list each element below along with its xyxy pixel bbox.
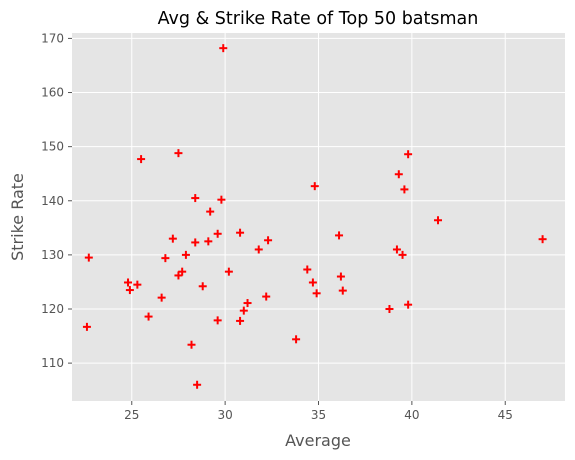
data-point-marker — [206, 207, 215, 216]
data-point-marker — [82, 322, 91, 331]
y-axis-label: Strike Rate — [8, 173, 27, 261]
data-point-marker — [254, 245, 263, 254]
data-point-marker — [338, 286, 347, 295]
data-point-marker — [392, 245, 401, 254]
y-tick-label: 160 — [41, 86, 64, 100]
data-point-marker — [219, 44, 228, 53]
data-point-marker — [538, 235, 547, 244]
y-axis-ticks: 110 120 130 140 150 160 170 — [41, 31, 72, 370]
x-axis-label: Average — [285, 431, 351, 450]
data-point-marker — [174, 271, 183, 280]
data-point-marker — [191, 238, 200, 247]
data-point-marker — [213, 229, 222, 238]
data-point-marker — [394, 170, 403, 179]
data-point-marker — [310, 182, 319, 191]
data-point-marker — [404, 300, 413, 309]
x-tick-label: 45 — [498, 408, 513, 422]
data-point-marker — [84, 253, 93, 262]
data-point-marker — [262, 292, 271, 301]
x-axis-ticks: 25 30 35 40 45 — [124, 401, 513, 422]
data-point-marker — [198, 282, 207, 291]
data-point-marker — [204, 237, 213, 246]
data-point-marker — [292, 335, 301, 344]
data-point-marker — [308, 278, 317, 287]
y-tick-label: 120 — [41, 302, 64, 316]
data-point-marker — [404, 150, 413, 159]
chart-title: Avg & Strike Rate of Top 50 batsman — [158, 9, 479, 29]
data-point-marker — [161, 254, 170, 263]
data-point-marker — [336, 272, 345, 281]
x-tick-label: 30 — [217, 408, 232, 422]
data-point-marker — [400, 185, 409, 194]
y-tick-label: 140 — [41, 194, 64, 208]
y-tick-label: 130 — [41, 248, 64, 262]
data-point-marker — [178, 267, 187, 276]
data-point-marker — [335, 231, 344, 240]
data-point-marker — [125, 286, 134, 295]
y-tick-label: 110 — [41, 356, 64, 370]
data-point-marker — [133, 280, 142, 289]
data-point-marker — [236, 228, 245, 237]
data-point-marker — [124, 278, 133, 287]
x-tick-label: 40 — [404, 408, 419, 422]
x-tick-label: 35 — [311, 408, 326, 422]
data-point-marker — [187, 340, 196, 349]
data-point-marker — [181, 250, 190, 259]
y-tick-label: 150 — [41, 140, 64, 154]
data-point-marker — [236, 316, 245, 325]
data-point-marker — [213, 316, 222, 325]
data-points — [82, 44, 547, 389]
data-point-marker — [224, 267, 233, 276]
data-point-marker — [217, 195, 226, 204]
data-point-marker — [243, 299, 252, 308]
data-point-marker — [168, 234, 177, 243]
data-point-marker — [157, 293, 166, 302]
data-point-marker — [137, 155, 146, 164]
data-point-marker — [239, 306, 248, 315]
x-tick-label: 25 — [124, 408, 139, 422]
data-point-marker — [174, 149, 183, 158]
data-point-marker — [264, 236, 273, 245]
data-point-marker — [193, 380, 202, 389]
data-point-marker — [385, 305, 394, 313]
data-point-marker — [312, 289, 321, 298]
data-point-marker — [434, 216, 443, 225]
data-point-marker — [144, 312, 153, 321]
grid-lines — [72, 33, 565, 401]
data-point-marker — [303, 265, 312, 274]
data-point-marker — [191, 194, 200, 203]
data-point-marker — [398, 250, 407, 259]
y-tick-label: 170 — [41, 31, 64, 45]
